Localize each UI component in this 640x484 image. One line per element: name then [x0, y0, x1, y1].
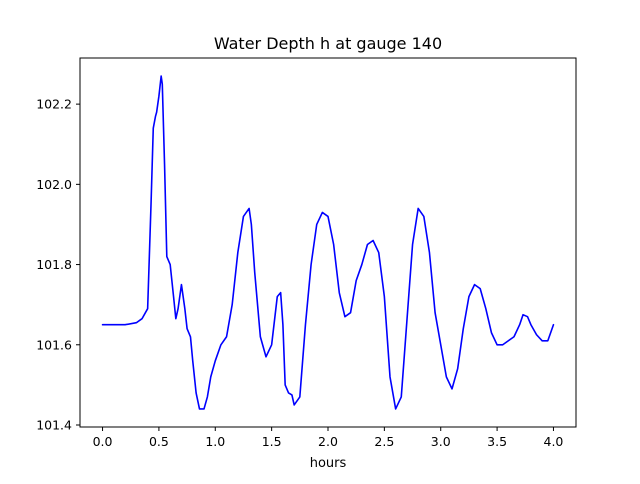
- plot-area: [101, 75, 555, 410]
- y-tick-label: 101.4: [36, 417, 72, 432]
- y-axis-ticks: 101.4 101.6 101.8 102.0 102.2: [36, 97, 80, 432]
- x-tick-label: 0.5: [149, 434, 169, 449]
- x-tick-label: 0.0: [93, 434, 113, 449]
- x-tick-label: 4.0: [544, 434, 564, 449]
- y-tick-label: 101.8: [36, 257, 72, 272]
- x-tick-label: 3.5: [487, 434, 507, 449]
- x-tick-label: 2.5: [374, 434, 394, 449]
- chart-title: Water Depth h at gauge 140: [214, 34, 442, 53]
- x-axis-ticks: 0.0 0.5 1.0 1.5 2.0 2.5 3.0 3.5 4.0: [93, 427, 564, 449]
- series-line-0: [101, 75, 555, 410]
- axes-frame: [79, 57, 577, 428]
- x-tick-label: 1.5: [262, 434, 282, 449]
- x-axis-label: hours: [310, 456, 347, 471]
- x-tick-label: 2.0: [318, 434, 338, 449]
- y-tick-label: 101.6: [36, 337, 72, 352]
- y-tick-label: 102.0: [36, 177, 72, 192]
- x-tick-label: 1.0: [205, 434, 225, 449]
- x-tick-label: 3.0: [431, 434, 451, 449]
- y-tick-label: 102.2: [36, 97, 72, 112]
